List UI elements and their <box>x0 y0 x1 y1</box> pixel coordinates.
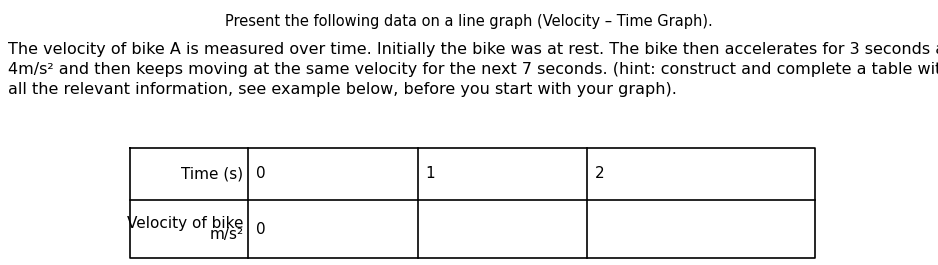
Text: 0: 0 <box>255 166 265 182</box>
Text: The velocity of bike A is measured over time. Initially the bike was at rest. Th: The velocity of bike A is measured over … <box>8 42 938 57</box>
Text: all the relevant information, see example below, before you start with your grap: all the relevant information, see exampl… <box>8 82 677 97</box>
Text: 2: 2 <box>595 166 604 182</box>
Text: Present the following data on a line graph (Velocity – Time Graph).: Present the following data on a line gra… <box>225 14 713 29</box>
Text: 0: 0 <box>255 222 265 236</box>
Text: m/s²: m/s² <box>209 227 243 242</box>
Text: Time (s): Time (s) <box>181 166 243 182</box>
Text: 1: 1 <box>426 166 435 182</box>
Text: 4m/s² and then keeps moving at the same velocity for the next 7 seconds. (hint: : 4m/s² and then keeps moving at the same … <box>8 62 938 77</box>
Text: Velocity of bike: Velocity of bike <box>127 216 243 231</box>
